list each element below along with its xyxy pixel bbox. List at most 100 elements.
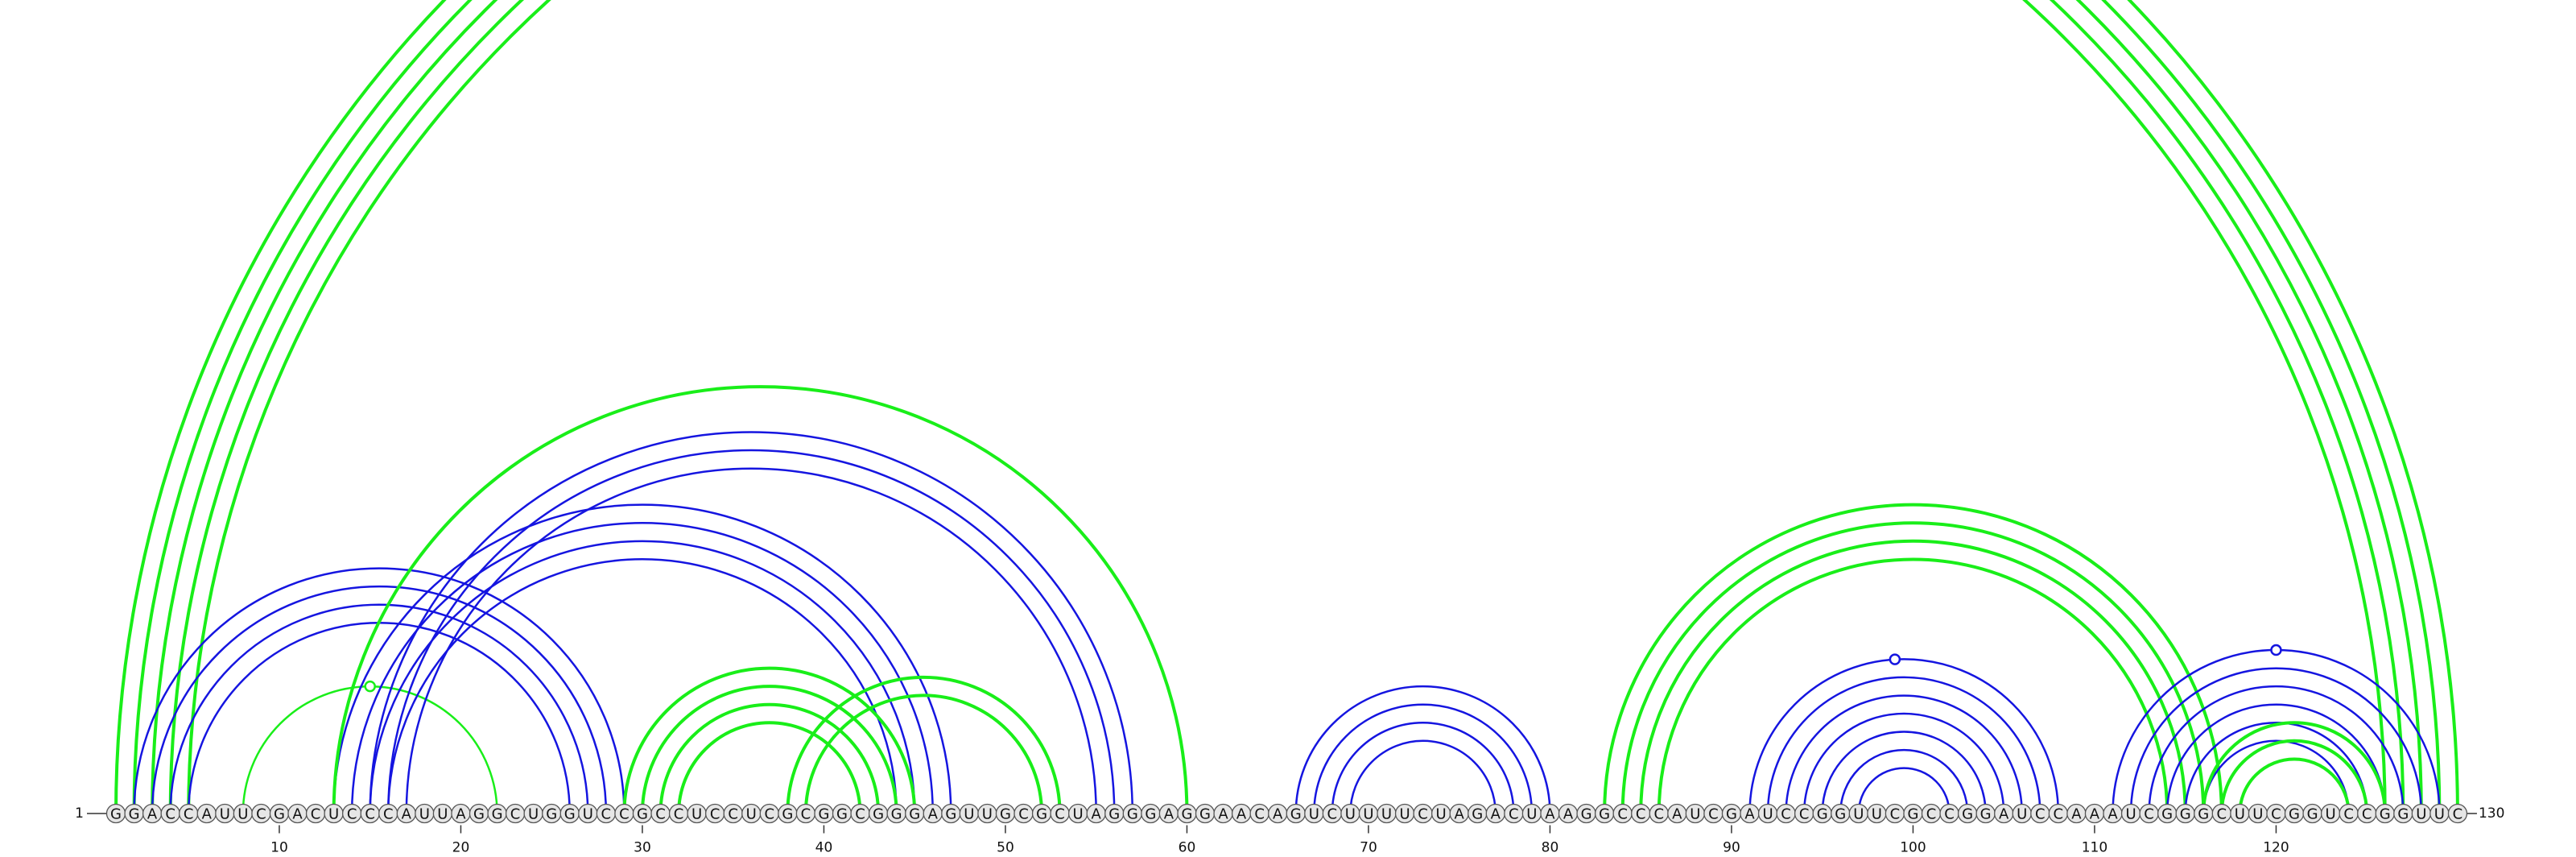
svg-text:U: U [1690, 806, 1700, 823]
svg-text:C: C [256, 806, 266, 823]
svg-text:G: G [2380, 806, 2391, 823]
base-pair-arc-38-53 [786, 675, 1062, 814]
svg-text:U: U [1853, 806, 1864, 823]
svg-text:U: U [1073, 806, 1084, 823]
nucleotide-102: C [1939, 803, 1959, 824]
svg-text:G: G [818, 806, 829, 823]
svg-text:G: G [129, 806, 140, 823]
base-pair-arc-94-105 [1802, 712, 2005, 814]
nucleotide-1: G [105, 803, 126, 824]
svg-text:A: A [1164, 806, 1174, 823]
nucleotide-64: C [1249, 803, 1269, 824]
tick-label-50: 50 [997, 840, 1014, 856]
arc-midpoint-markers [364, 644, 2282, 693]
nucleotide-26: G [559, 803, 580, 824]
svg-text:C: C [510, 806, 521, 823]
nucleotide-58: G [1141, 803, 1161, 824]
nucleotide-108: C [2048, 803, 2069, 824]
base-pair-arc-31-43 [658, 702, 881, 814]
tick-label-30: 30 [634, 840, 651, 856]
svg-text:U: U [1762, 806, 1773, 823]
svg-text:U: U [1309, 806, 1319, 823]
nucleotide-57: G [1122, 803, 1142, 824]
svg-text:U: U [1345, 806, 1356, 823]
svg-text:C: C [601, 806, 612, 823]
svg-text:G: G [873, 806, 884, 823]
svg-text:A: A [1999, 806, 2009, 823]
svg-text:C: C [1617, 806, 1628, 823]
base-pair-arc-13-60 [332, 385, 1189, 814]
base-pair-arc-16-56 [387, 449, 1116, 814]
svg-text:C: C [311, 806, 321, 823]
base-pair-arc-93-106 [1785, 694, 2023, 814]
nucleotide-76: G [1468, 803, 1488, 824]
nucleotide-53: C [1050, 803, 1070, 824]
base-pair-arc-86-114 [1657, 557, 2169, 814]
svg-text:C: C [1327, 806, 1338, 823]
nucleotide-74: U [1431, 803, 1451, 824]
nucleotide-34: C [705, 803, 725, 824]
nucleotide-116: G [2194, 803, 2214, 824]
nucleotide-14: C [341, 803, 362, 824]
nucleotide-69: U [1340, 803, 1360, 824]
tick-label-110: 110 [2082, 840, 2107, 856]
svg-text:C: C [165, 806, 175, 823]
svg-text:C: C [2453, 806, 2463, 823]
tick-label-70: 70 [1360, 840, 1377, 856]
nucleotide-115: G [2175, 803, 2195, 824]
nucleotide-93: C [1776, 803, 1796, 824]
base-pair-arc-30-44 [640, 685, 898, 814]
nucleotide-94: C [1794, 803, 1814, 824]
sequence-start-label: 1 [75, 805, 84, 822]
svg-text:U: U [1872, 806, 1882, 823]
nucleotide-9: C [251, 803, 271, 824]
svg-text:C: C [347, 806, 357, 823]
nucleotide-49: U [977, 803, 997, 824]
nucleotide-103: G [1957, 803, 1978, 824]
nucleotide-37: C [759, 803, 779, 824]
svg-text:U: U [1436, 806, 1447, 823]
nucleotide-78: C [1504, 803, 1524, 824]
nucleotide-3: A [142, 803, 163, 824]
nucleotide-130: C [2447, 803, 2468, 824]
nucleotide-15: C [360, 803, 380, 824]
nucleotide-68: C [1322, 803, 1342, 824]
svg-text:G: G [1599, 806, 1610, 823]
tick-label-20: 20 [452, 840, 470, 856]
base-pair-arc-92-107 [1766, 676, 2041, 814]
nucleotide-48: U [959, 803, 979, 824]
nucleotide-45: G [905, 803, 925, 824]
svg-text:C: C [184, 806, 194, 823]
svg-text:G: G [2161, 806, 2173, 823]
base-pair-arcs [114, 0, 2459, 814]
svg-text:A: A [1218, 806, 1228, 823]
svg-text:A: A [202, 806, 213, 823]
nucleotide-125: C [2357, 803, 2377, 824]
svg-text:U: U [2125, 806, 2136, 823]
svg-text:G: G [473, 806, 485, 823]
svg-text:G: G [1199, 806, 1211, 823]
nucleotide-79: U [1521, 803, 1542, 824]
svg-text:C: C [1418, 806, 1428, 823]
base-pair-arc-14-46 [350, 521, 934, 814]
base-pair-arc-117-125 [2219, 739, 2369, 814]
nucleotide-98: U [1867, 803, 1887, 824]
svg-text:C: C [1781, 806, 1791, 823]
base-pair-arc-111-129 [2112, 648, 2441, 814]
nucleotide-89: C [1703, 803, 1724, 824]
svg-text:C: C [1926, 806, 1937, 823]
svg-text:C: C [2217, 806, 2227, 823]
nucleotide-6: A [196, 803, 217, 824]
nucleotide-67: U [1304, 803, 1324, 824]
svg-text:A: A [1455, 806, 1465, 823]
base-pair-arc-1-130 [114, 0, 2459, 814]
svg-text:U: U [964, 806, 974, 823]
base-pair-arc-113-127 [2148, 685, 2405, 814]
nucleotide-129: U [2429, 803, 2450, 824]
position-ticks: 10 20 30 40 50 60 70 80 90 100 110 120 [270, 825, 2289, 856]
base-pair-arc-91-108 [1748, 658, 2060, 814]
nucleotide-128: U [2411, 803, 2432, 824]
svg-text:C: C [1708, 806, 1719, 823]
nucleotide-101: C [1921, 803, 1942, 824]
svg-text:C: C [2035, 806, 2046, 823]
